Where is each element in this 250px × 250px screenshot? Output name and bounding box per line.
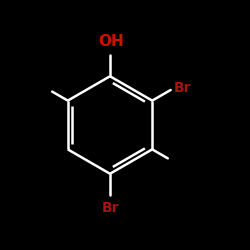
- Text: Br: Br: [174, 81, 191, 95]
- Text: Br: Br: [102, 200, 119, 214]
- Text: OH: OH: [98, 34, 124, 50]
